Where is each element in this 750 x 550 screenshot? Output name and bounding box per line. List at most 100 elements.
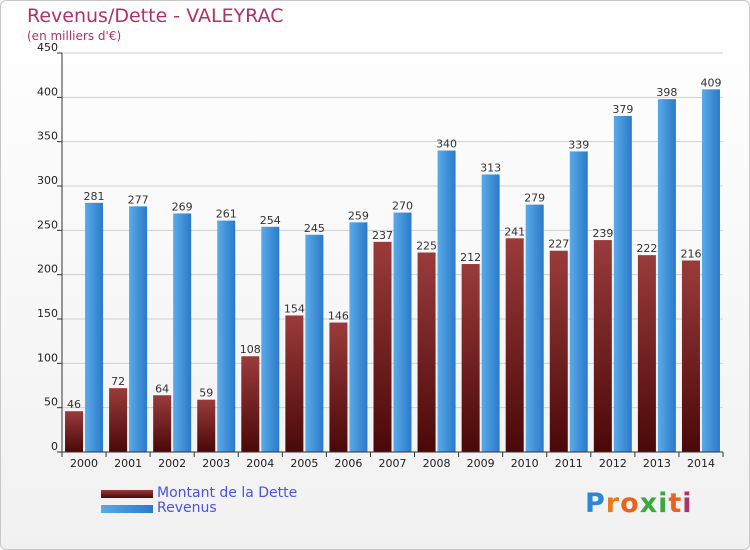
data-label-revenus-2012: 379 [612, 103, 633, 116]
data-label-dette-2006: 146 [328, 310, 349, 323]
legend-swatch-revenus [101, 505, 153, 513]
data-label-revenus-2004: 254 [260, 214, 281, 227]
data-label-dette-2008: 225 [416, 240, 437, 253]
bar-dette-2002 [153, 395, 172, 452]
bar-dette-2003 [197, 399, 216, 452]
bar-revenus-2006 [349, 222, 368, 452]
data-label-revenus-2001: 277 [128, 193, 149, 206]
logo-letter: i [658, 488, 669, 519]
ytick-label-400: 400 [37, 85, 58, 98]
proxiti-logo: Proxiti [585, 488, 693, 519]
data-label-revenus-2011: 339 [568, 138, 589, 151]
xtick-label-2005: 2005 [290, 457, 318, 470]
xtick-label-2006: 2006 [334, 457, 362, 470]
bar-dette-2014 [681, 260, 700, 452]
data-label-dette-2005: 154 [284, 302, 305, 315]
bar-dette-2009 [461, 264, 480, 452]
bar-revenus-2007 [393, 212, 412, 452]
bar-dette-2008 [417, 252, 436, 452]
logo-letter: i [682, 488, 693, 519]
data-label-revenus-2005: 245 [304, 222, 325, 235]
data-label-dette-2003: 59 [199, 387, 213, 400]
data-label-revenus-2009: 313 [480, 161, 501, 174]
xtick-label-2010: 2010 [511, 457, 539, 470]
ytick-label-200: 200 [37, 263, 58, 276]
data-label-revenus-2007: 270 [392, 200, 413, 213]
legend-swatch-dette [101, 490, 153, 498]
bar-dette-2007 [373, 241, 392, 452]
bar-dette-2004 [241, 356, 260, 452]
bar-dette-2011 [549, 250, 568, 452]
xtick-label-2011: 2011 [555, 457, 583, 470]
logo-letter: x [639, 488, 659, 519]
bar-revenus-2001 [129, 206, 148, 452]
ytick-label-150: 150 [37, 307, 58, 320]
data-labels: 4628172277642695926110825415424514625923… [67, 76, 721, 411]
bar-revenus-2005 [305, 234, 324, 452]
bar-revenus-2011 [569, 151, 588, 453]
data-label-dette-2013: 222 [636, 242, 657, 255]
xtick-label-2014: 2014 [687, 457, 715, 470]
grid-lines [62, 52, 723, 453]
data-label-revenus-2008: 340 [436, 138, 457, 151]
data-label-dette-2010: 241 [504, 225, 525, 238]
xtick-label-2007: 2007 [379, 457, 407, 470]
xtick-label-2013: 2013 [643, 457, 671, 470]
bar-revenus-2008 [437, 150, 456, 453]
data-label-dette-2014: 216 [680, 247, 701, 260]
bar-dette-2001 [109, 388, 128, 452]
bar-revenus-2000 [85, 202, 104, 452]
data-label-dette-2011: 227 [548, 238, 569, 251]
bar-dette-2012 [593, 240, 612, 452]
bar-dette-2005 [285, 315, 304, 452]
data-label-dette-2002: 64 [155, 382, 169, 395]
data-label-dette-2012: 239 [592, 227, 613, 240]
bar-revenus-2003 [217, 220, 236, 452]
chart-subtitle: (en milliers d'€) [27, 29, 122, 43]
xtick-label-2000: 2000 [70, 457, 98, 470]
data-label-revenus-2003: 261 [216, 208, 237, 221]
ytick-label-50: 50 [44, 396, 58, 409]
xtick-label-2012: 2012 [599, 457, 627, 470]
data-label-dette-2007: 237 [372, 229, 393, 242]
data-label-dette-2001: 72 [111, 375, 125, 388]
data-label-revenus-2014: 409 [700, 76, 721, 89]
bar-revenus-2014 [701, 89, 720, 452]
logo-letter: t [668, 488, 683, 519]
legend-label-dette: Montant de la Dette [157, 485, 298, 501]
logo-letter: o [620, 488, 640, 519]
chart-title: Revenus/Dette - VALEYRAC [27, 5, 284, 27]
data-label-revenus-2010: 279 [524, 192, 545, 205]
data-label-revenus-2006: 259 [348, 209, 369, 222]
data-label-dette-2009: 212 [460, 251, 481, 264]
bar-revenus-2010 [525, 204, 544, 452]
data-label-revenus-2000: 281 [84, 190, 105, 203]
ytick-label-0: 0 [51, 440, 58, 453]
logo-letter: P [585, 488, 606, 519]
ytick-label-350: 350 [37, 130, 58, 143]
ytick-label-100: 100 [37, 351, 58, 364]
ytick-label-450: 450 [37, 41, 58, 54]
xtick-label-2008: 2008 [423, 457, 451, 470]
bar-dette-2010 [505, 238, 524, 452]
bar-revenus-2013 [657, 99, 676, 453]
xtick-label-2002: 2002 [158, 457, 186, 470]
bar-revenus-2002 [173, 213, 192, 452]
data-label-revenus-2002: 269 [172, 200, 193, 213]
bar-revenus-2009 [481, 174, 500, 452]
axes: 0 50 100 150 200 250 300 350 400 450 2000 2001 2002 2… [37, 41, 724, 470]
bar-dette-2013 [637, 255, 656, 452]
legend-label-revenus: Revenus [157, 500, 217, 516]
xtick-label-2001: 2001 [114, 457, 142, 470]
bar-revenus-2004 [261, 226, 280, 452]
logo-letter: r [605, 488, 621, 519]
xtick-label-2003: 2003 [202, 457, 230, 470]
data-label-revenus-2013: 398 [656, 86, 677, 99]
xtick-label-2009: 2009 [467, 457, 495, 470]
ytick-label-300: 300 [37, 174, 58, 187]
data-label-dette-2004: 108 [240, 343, 261, 356]
bars [65, 89, 720, 453]
bar-revenus-2012 [613, 115, 632, 452]
